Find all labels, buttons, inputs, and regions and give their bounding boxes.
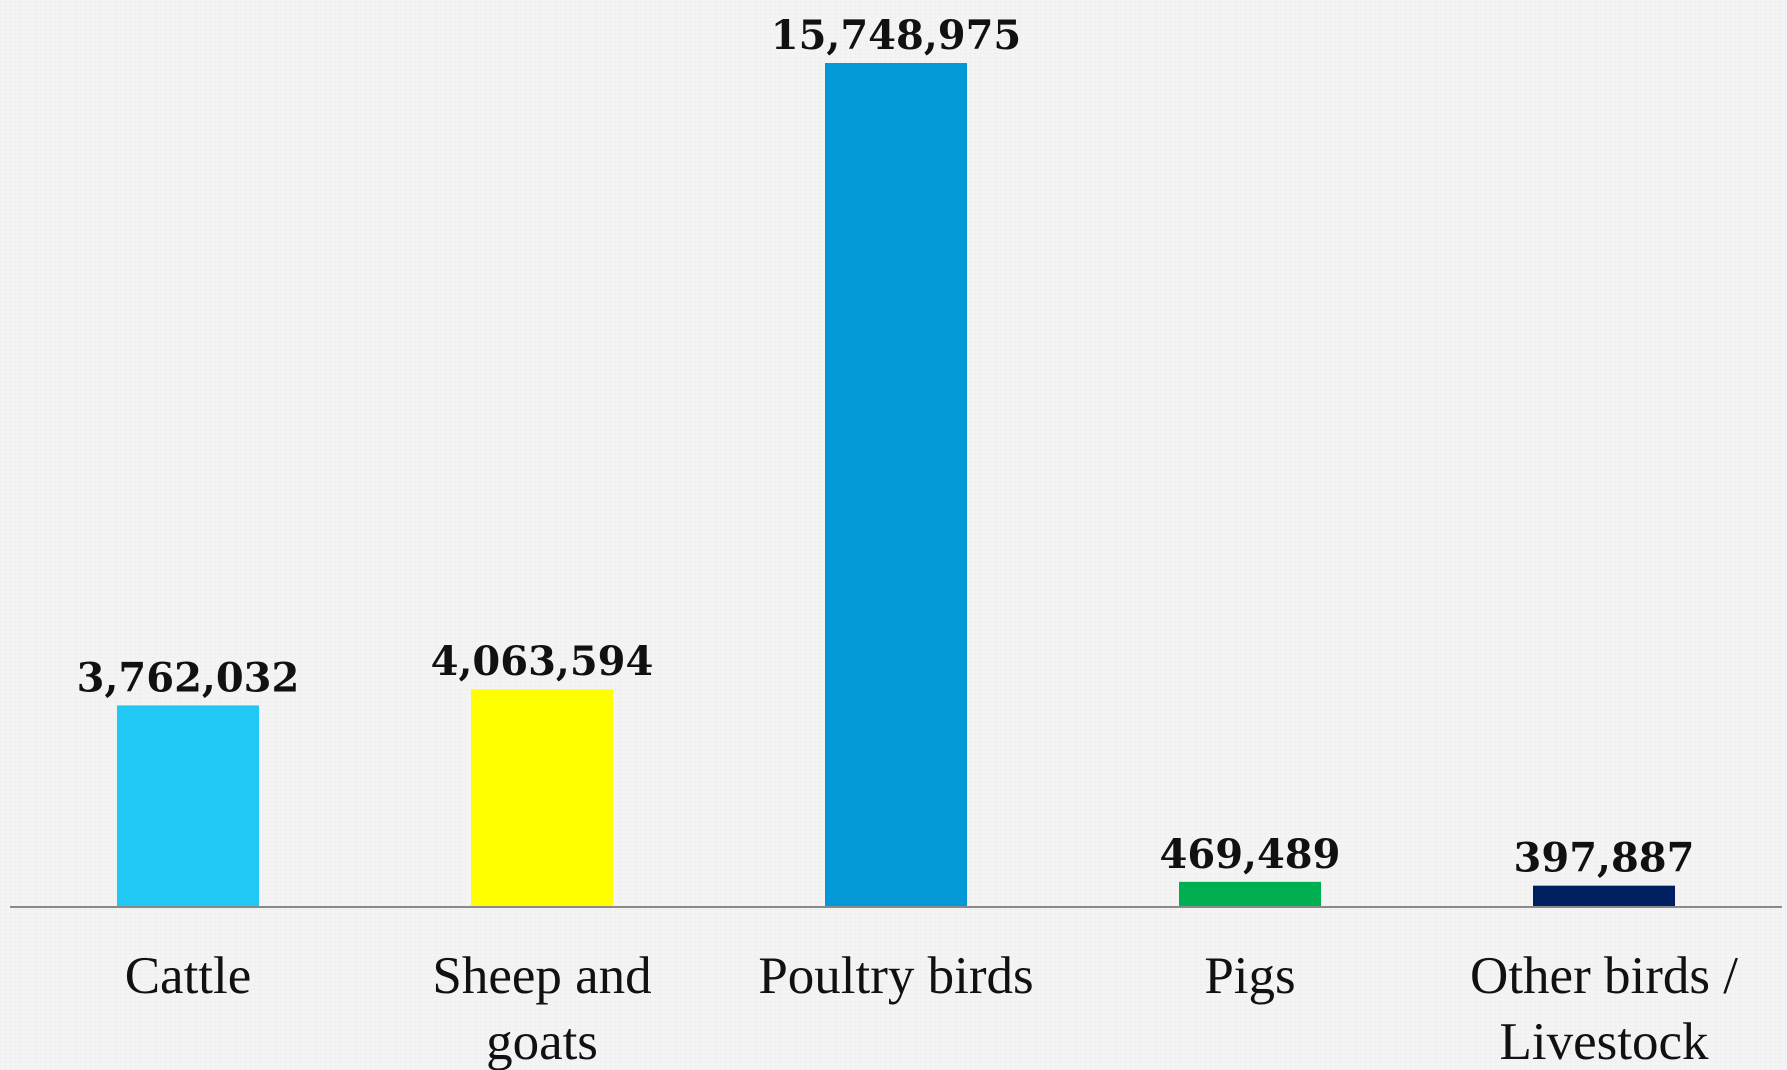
- category-label-line: Cattle: [125, 947, 252, 1005]
- bar-4: [1533, 885, 1675, 907]
- bars-layer: [117, 63, 1675, 907]
- category-label-3: Pigs: [1204, 947, 1295, 1005]
- bar-0: [117, 705, 259, 907]
- category-label-4: Other birds / Livestock: [1470, 947, 1738, 1070]
- value-label-4: 397,887: [1514, 835, 1695, 882]
- category-labels-layer: Cattle Sheep and goats Poultry birds Pigs Oth…: [125, 947, 1739, 1070]
- category-label-2: Poultry birds: [758, 947, 1033, 1005]
- category-label-line: Pigs: [1204, 947, 1295, 1005]
- value-label-0: 3,762,032: [77, 654, 300, 701]
- category-label-1: Sheep and goats: [432, 947, 651, 1070]
- bar-3: [1179, 881, 1321, 907]
- bar-2: [825, 63, 967, 907]
- category-label-line: Sheep and: [432, 947, 651, 1005]
- value-label-3: 469,489: [1160, 831, 1341, 878]
- category-label-line: Poultry birds: [758, 947, 1033, 1005]
- category-label-0: Cattle: [125, 947, 252, 1005]
- bar-1: [471, 689, 613, 907]
- value-label-1: 4,063,594: [431, 638, 654, 685]
- value-labels-layer: 3,762,032 4,063,594 15,748,975 469,489 397,8…: [77, 12, 1695, 882]
- value-label-2: 15,748,975: [771, 12, 1022, 59]
- category-label-line: goats: [486, 1013, 598, 1070]
- category-label-line: Livestock: [1500, 1013, 1709, 1070]
- category-label-line: Other birds /: [1470, 947, 1738, 1005]
